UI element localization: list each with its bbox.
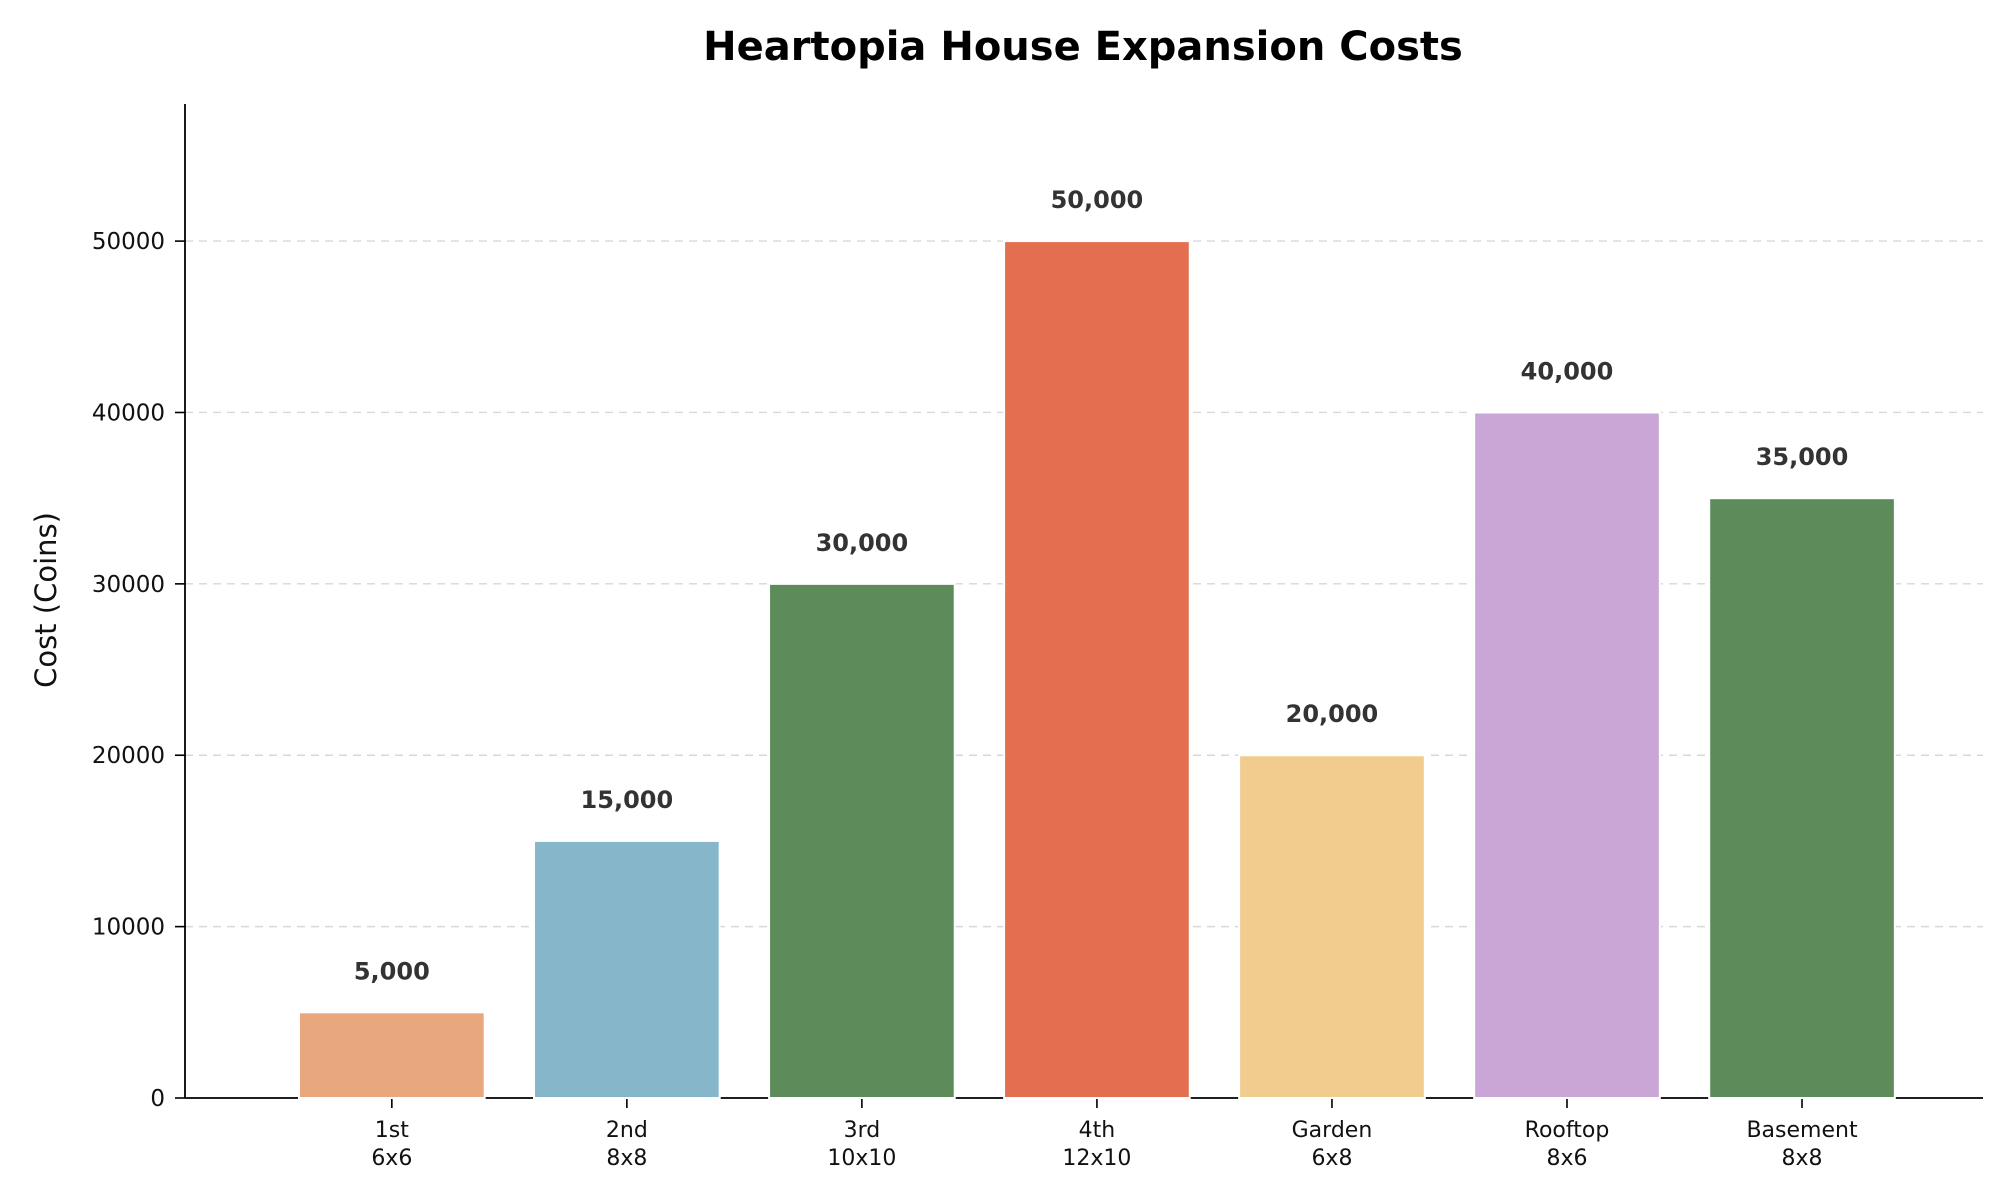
bar xyxy=(533,839,721,1099)
x-tick-label-line-1: Rooftop xyxy=(1525,1118,1610,1143)
x-tick-label: 1st 6x6 xyxy=(371,1118,412,1171)
y-axis-label: Cost (Coins) xyxy=(29,512,63,688)
x-tick-label: Basement 8x8 xyxy=(1746,1118,1857,1171)
bar xyxy=(1473,411,1661,1099)
y-tick-label: 10000 xyxy=(92,915,165,941)
bar-value-label: 35,000 xyxy=(1756,443,1849,471)
x-tick-label-line-1: Basement xyxy=(1746,1118,1857,1143)
x-tick-label-line-1: 4th xyxy=(1079,1118,1116,1143)
bar xyxy=(1708,497,1896,1099)
x-tick-label: 2nd 8x8 xyxy=(606,1118,648,1171)
x-tick-label-line-2: 8x8 xyxy=(1782,1146,1823,1171)
bar-value-label: 30,000 xyxy=(816,529,909,557)
x-tick-label-line-2: 8x6 xyxy=(1546,1146,1587,1171)
y-tick-label: 0 xyxy=(150,1086,165,1112)
y-tick-label: 40000 xyxy=(92,400,165,426)
chart-title: Heartopia House Expansion Costs xyxy=(703,24,1463,70)
x-tick-label-line-2: 8x8 xyxy=(606,1146,647,1171)
x-tick-label-line-1: 3rd xyxy=(844,1118,881,1143)
x-tick-label: Rooftop 8x6 xyxy=(1525,1118,1610,1171)
y-tick-label: 30000 xyxy=(92,572,165,598)
x-tick-label: 4th 12x10 xyxy=(1062,1118,1131,1171)
bar-value-label: 20,000 xyxy=(1286,700,1379,728)
bar-value-label: 40,000 xyxy=(1521,357,1614,385)
x-tick-label-line-2: 6x8 xyxy=(1311,1146,1352,1171)
bar-value-label: 50,000 xyxy=(1051,186,1144,214)
bar xyxy=(768,582,956,1099)
y-tick-label: 50000 xyxy=(92,229,165,255)
bar xyxy=(297,1011,486,1100)
x-tick-label: 3rd 10x10 xyxy=(827,1118,896,1171)
label-layer: 5,000 15,000 30,000 50,000 20,000 40,000 35,00… xyxy=(354,186,1848,985)
bar xyxy=(1003,240,1191,1099)
x-tick-label-line-1: Garden xyxy=(1292,1118,1373,1143)
y-tick-label: 20000 xyxy=(92,743,165,769)
bar xyxy=(1238,754,1426,1099)
bar-layer xyxy=(297,240,1896,1100)
x-tick-label: Garden 6x8 xyxy=(1292,1118,1373,1171)
bar-value-label: 15,000 xyxy=(581,786,674,814)
x-tick-label-line-1: 1st xyxy=(375,1118,409,1143)
x-tick-label-line-2: 6x6 xyxy=(371,1146,412,1171)
x-tick-label-line-1: 2nd xyxy=(606,1118,648,1143)
x-tick-label-line-2: 12x10 xyxy=(1062,1146,1131,1171)
x-tick-label-line-2: 10x10 xyxy=(827,1146,896,1171)
bar-value-label: 5,000 xyxy=(354,957,430,985)
